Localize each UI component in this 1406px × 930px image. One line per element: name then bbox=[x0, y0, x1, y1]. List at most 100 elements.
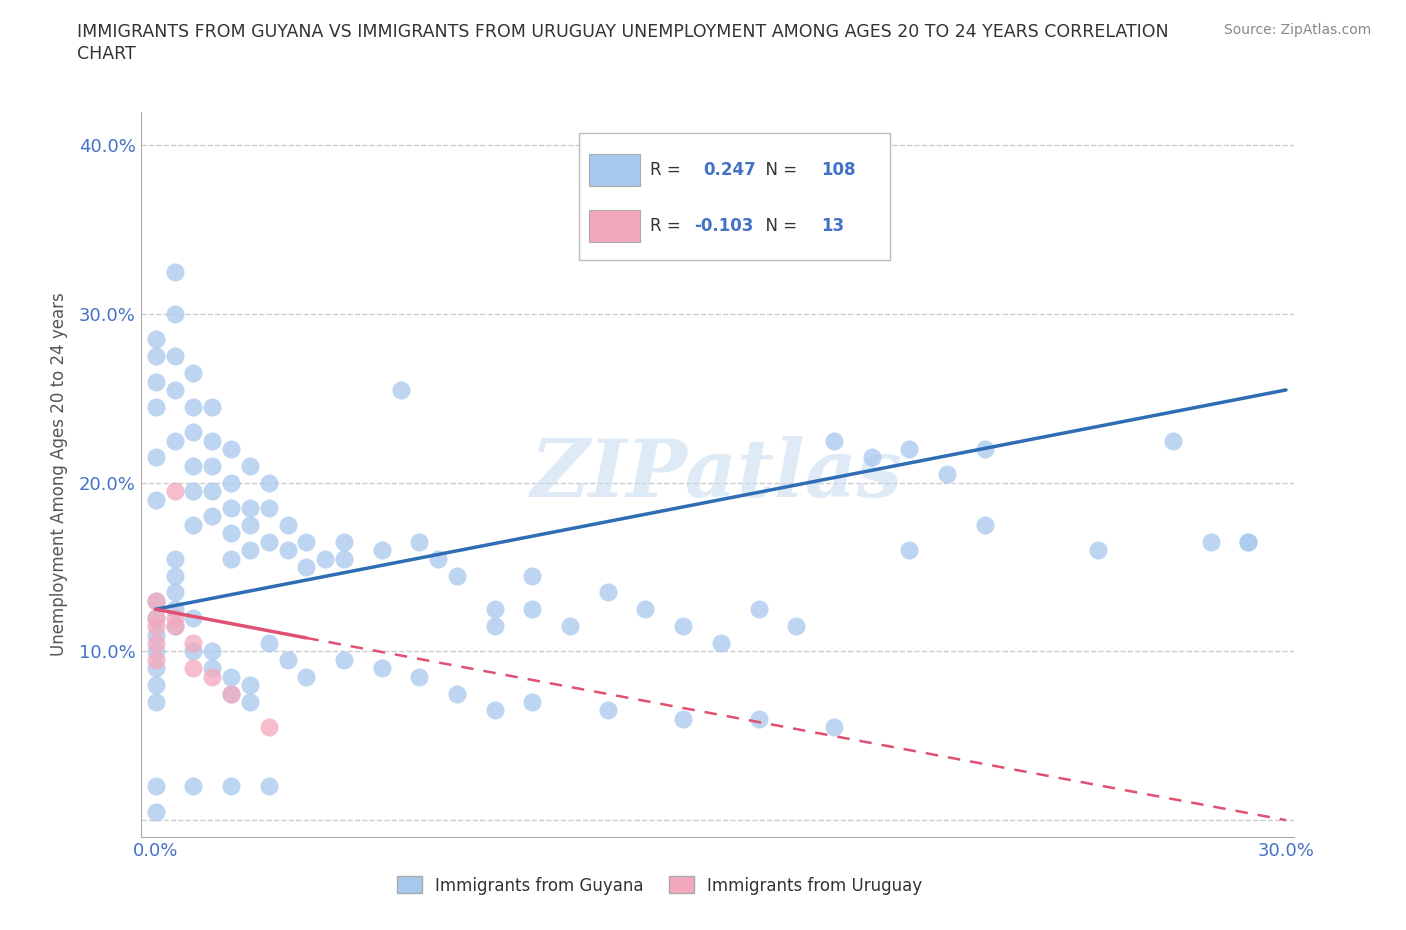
Point bbox=[183, 517, 205, 532]
Point bbox=[183, 779, 205, 794]
Point bbox=[201, 484, 224, 498]
Point bbox=[219, 686, 242, 701]
Point bbox=[163, 602, 186, 617]
Point bbox=[201, 433, 224, 448]
Point bbox=[145, 610, 167, 625]
Point bbox=[747, 602, 769, 617]
Point bbox=[239, 500, 262, 515]
Point bbox=[257, 720, 280, 735]
Point bbox=[1087, 543, 1109, 558]
Point bbox=[163, 551, 186, 566]
Point bbox=[145, 627, 167, 642]
Point bbox=[295, 535, 318, 550]
Point bbox=[596, 703, 619, 718]
Text: IMMIGRANTS FROM GUYANA VS IMMIGRANTS FROM URUGUAY UNEMPLOYMENT AMONG AGES 20 TO : IMMIGRANTS FROM GUYANA VS IMMIGRANTS FRO… bbox=[77, 23, 1168, 41]
Point bbox=[257, 475, 280, 490]
Point bbox=[484, 618, 506, 633]
Point bbox=[389, 382, 412, 397]
Point bbox=[145, 661, 167, 676]
Point bbox=[219, 475, 242, 490]
Point bbox=[1161, 433, 1184, 448]
Point bbox=[219, 670, 242, 684]
Point bbox=[145, 644, 167, 658]
Point bbox=[898, 442, 921, 457]
Point bbox=[163, 307, 186, 322]
Point bbox=[163, 618, 186, 633]
Point bbox=[257, 779, 280, 794]
Point bbox=[239, 543, 262, 558]
Point bbox=[201, 399, 224, 414]
Point bbox=[314, 551, 336, 566]
Point bbox=[277, 543, 299, 558]
Point bbox=[145, 593, 167, 608]
Point bbox=[145, 804, 167, 819]
Point bbox=[333, 535, 356, 550]
Text: N =: N = bbox=[755, 162, 803, 179]
Point bbox=[257, 535, 280, 550]
Text: -0.103: -0.103 bbox=[695, 218, 754, 235]
Point bbox=[163, 349, 186, 364]
Point bbox=[183, 610, 205, 625]
Point bbox=[145, 695, 167, 710]
Point bbox=[183, 425, 205, 440]
Point bbox=[446, 568, 468, 583]
Point bbox=[219, 779, 242, 794]
Point bbox=[163, 585, 186, 600]
Point bbox=[163, 484, 186, 498]
Point bbox=[747, 711, 769, 726]
Point bbox=[201, 509, 224, 524]
Point bbox=[1199, 535, 1222, 550]
Point bbox=[371, 543, 394, 558]
Y-axis label: Unemployment Among Ages 20 to 24 years: Unemployment Among Ages 20 to 24 years bbox=[49, 292, 67, 657]
Point bbox=[596, 585, 619, 600]
Text: ZIPatlas: ZIPatlas bbox=[531, 435, 903, 513]
Point bbox=[145, 678, 167, 693]
Point bbox=[183, 365, 205, 380]
Point bbox=[201, 670, 224, 684]
Point bbox=[183, 635, 205, 650]
Point bbox=[163, 433, 186, 448]
Point bbox=[295, 560, 318, 575]
Point bbox=[935, 467, 957, 482]
Point bbox=[145, 374, 167, 389]
FancyBboxPatch shape bbox=[589, 210, 640, 242]
Point bbox=[145, 593, 167, 608]
Point bbox=[408, 535, 430, 550]
Point bbox=[145, 653, 167, 668]
Point bbox=[145, 349, 167, 364]
Point bbox=[1237, 535, 1260, 550]
Text: R =: R = bbox=[650, 218, 686, 235]
Point bbox=[634, 602, 657, 617]
Point bbox=[145, 779, 167, 794]
Point bbox=[408, 670, 430, 684]
Point bbox=[427, 551, 450, 566]
Point bbox=[183, 644, 205, 658]
Point bbox=[277, 517, 299, 532]
Point bbox=[446, 686, 468, 701]
Point bbox=[333, 551, 356, 566]
Point bbox=[145, 332, 167, 347]
Point bbox=[145, 399, 167, 414]
Point bbox=[183, 399, 205, 414]
Text: 108: 108 bbox=[821, 162, 855, 179]
FancyBboxPatch shape bbox=[579, 133, 890, 260]
Point bbox=[484, 602, 506, 617]
Point bbox=[1237, 535, 1260, 550]
Point bbox=[163, 264, 186, 279]
Point bbox=[219, 500, 242, 515]
Point bbox=[201, 644, 224, 658]
Point bbox=[239, 458, 262, 473]
Point bbox=[183, 484, 205, 498]
Point bbox=[163, 618, 186, 633]
Point bbox=[145, 492, 167, 507]
Point bbox=[371, 661, 394, 676]
Point bbox=[239, 695, 262, 710]
Point bbox=[973, 442, 995, 457]
Point bbox=[973, 517, 995, 532]
Point bbox=[145, 450, 167, 465]
Point bbox=[163, 610, 186, 625]
Point bbox=[522, 602, 544, 617]
Point bbox=[219, 525, 242, 540]
Point bbox=[145, 635, 167, 650]
Point bbox=[219, 551, 242, 566]
